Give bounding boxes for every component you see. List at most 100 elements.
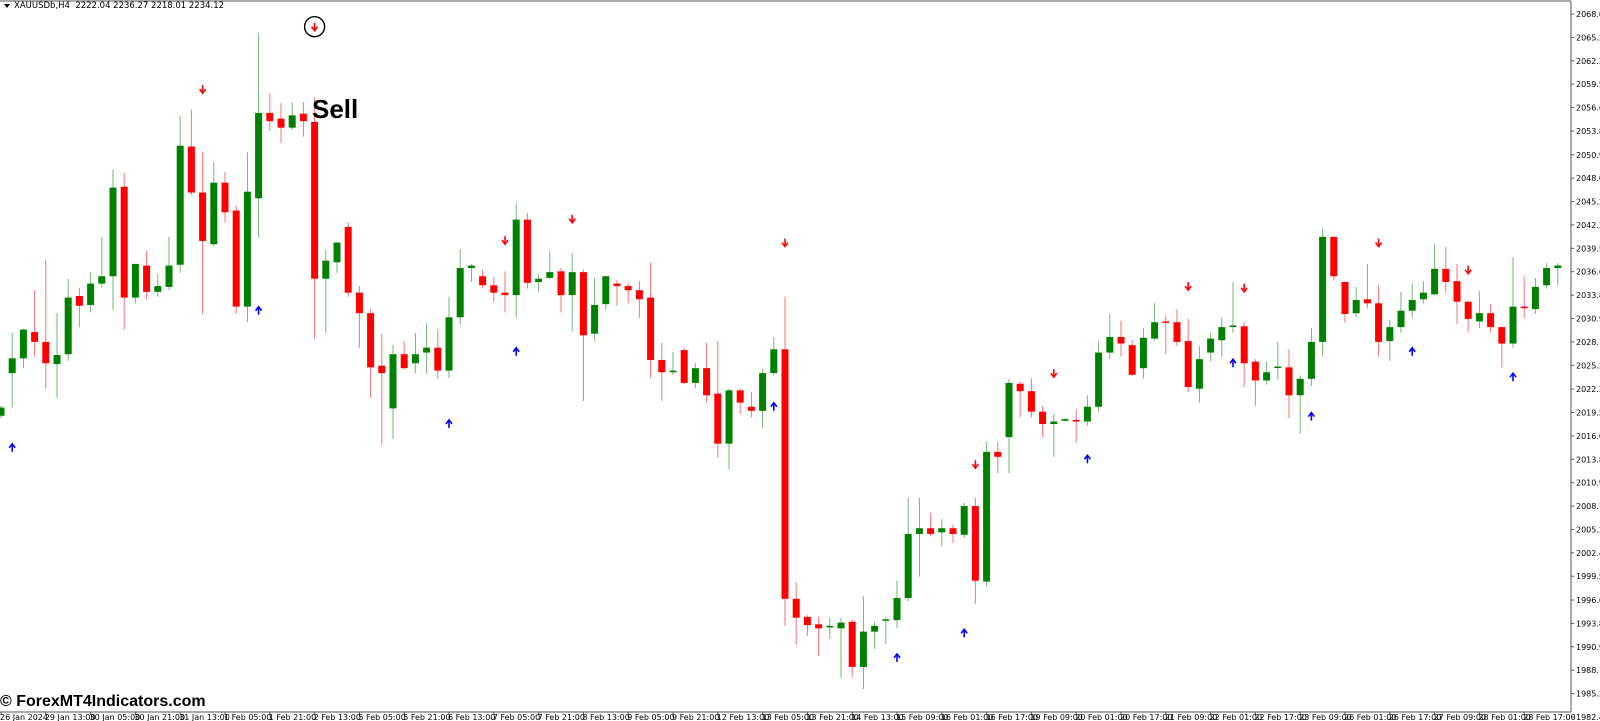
candle (691, 363, 699, 388)
bear-candle-body (949, 528, 957, 534)
candle (154, 273, 162, 297)
candle (747, 391, 755, 418)
candle (613, 280, 621, 306)
bull-candle-body (983, 451, 991, 582)
bear-candle-body (199, 192, 207, 241)
candle (143, 250, 151, 300)
chart-header[interactable]: XAUUSDb,H4 2222.04 2236.27 2218.01 2234.… (4, 1, 224, 11)
candle (19, 328, 27, 369)
price-axis[interactable]: 2068.05 2065.20 2062.35 2059.50 2056.65 2053.… (1571, 10, 1600, 721)
bull-candle-body (1195, 359, 1203, 389)
sell-arrow-icon (1050, 369, 1058, 379)
candle (871, 621, 879, 649)
bull-candle-body (512, 219, 520, 296)
bull-candle-body (19, 329, 27, 359)
candle (826, 617, 834, 640)
buy-arrow-icon (445, 418, 453, 428)
time-tick-label: 19 Feb 09:00 (1030, 713, 1082, 721)
bull-candle-body (98, 276, 106, 284)
time-tick-label: 6 Feb 13:00 (448, 713, 495, 721)
bull-candle-body (1263, 372, 1271, 381)
candle (1240, 322, 1248, 388)
time-tick-label: 8 Feb 13:00 (582, 713, 629, 721)
time-tick-label: 23 Feb 09:00 (1299, 713, 1351, 721)
bear-candle-body (31, 332, 39, 342)
candle (680, 347, 688, 384)
bull-candle-body (871, 625, 879, 632)
price-tick-label: 2045.20 (1576, 198, 1600, 207)
candle (1274, 341, 1282, 380)
bull-candle-body (1554, 265, 1562, 269)
bull-candle-body (1307, 341, 1315, 379)
time-tick-label: 22 Feb 01:00 (1210, 713, 1262, 721)
bull-candle-body (423, 347, 431, 353)
bull-candle-body (826, 625, 834, 628)
candle (1106, 313, 1114, 360)
price-tick-label: 2008.10 (1576, 502, 1600, 511)
sell-arrow-icon (1240, 283, 1248, 294)
bull-candle-body (915, 528, 923, 534)
sell-annotation: Sell (312, 94, 359, 124)
price-tick-label: 2036.65 (1576, 268, 1600, 277)
candle (501, 271, 509, 313)
bull-candle-body (131, 263, 139, 298)
buy-arrow-icon (1083, 453, 1092, 464)
bear-candle-body (1487, 313, 1495, 328)
bull-candle-body (456, 268, 464, 318)
candle (1128, 340, 1136, 376)
candle (512, 203, 520, 318)
bull-candle-body (154, 286, 162, 292)
candle (960, 502, 968, 539)
candle (490, 277, 498, 302)
bull-candle-body (904, 533, 912, 598)
bull-candle-body (1509, 306, 1517, 344)
bear-candle-body (579, 272, 587, 336)
time-tick-label: 26 Feb 01:00 (1344, 713, 1396, 721)
candle (456, 249, 464, 325)
price-tick-label: 2005.25 (1576, 525, 1600, 534)
candle (1117, 320, 1125, 357)
price-tick-label: 2013.80 (1576, 455, 1600, 464)
bear-candle-body (1039, 411, 1047, 424)
bull-candle-body (535, 278, 543, 282)
candle (1296, 375, 1304, 434)
time-tick-label: 31 Jan 13:00 (179, 713, 230, 721)
bull-candle-body (1531, 286, 1539, 310)
candle (1151, 303, 1159, 342)
candle (1184, 318, 1192, 392)
candle (389, 345, 397, 439)
bull-candle-body (255, 112, 263, 199)
candle (1251, 359, 1259, 406)
sell-arrow-icon (501, 236, 509, 246)
candle (1330, 236, 1338, 281)
candle (1027, 378, 1035, 418)
bear-candle-body (1330, 236, 1338, 277)
candle (1408, 283, 1416, 318)
candle (557, 268, 565, 313)
bear-candle-body (635, 290, 643, 300)
candle (367, 309, 375, 398)
candle (64, 278, 72, 361)
candle (1419, 281, 1427, 304)
bull-candle-body (1095, 352, 1103, 407)
price-tick-label: 1996.65 (1576, 596, 1600, 605)
time-tick-label: 27 Feb 09:00 (1434, 713, 1486, 721)
sell-arrow-icon (1464, 265, 1472, 276)
candle (1464, 300, 1472, 333)
price-tick-label: 2053.80 (1576, 127, 1600, 136)
bear-candle-body (299, 113, 307, 122)
highlight-circle (303, 16, 326, 38)
candle (1319, 228, 1327, 356)
candle (1218, 317, 1226, 357)
candle (859, 596, 867, 690)
sell-arrow-icon (781, 238, 789, 248)
candle (322, 249, 330, 333)
candle (1307, 327, 1315, 387)
sell-arrow-icon (1184, 282, 1192, 292)
dropdown-triangle-icon[interactable] (4, 3, 10, 8)
time-tick-label: 20 Feb 17:00 (1120, 713, 1172, 721)
bull-candle-body (859, 631, 867, 667)
candle (400, 341, 408, 370)
